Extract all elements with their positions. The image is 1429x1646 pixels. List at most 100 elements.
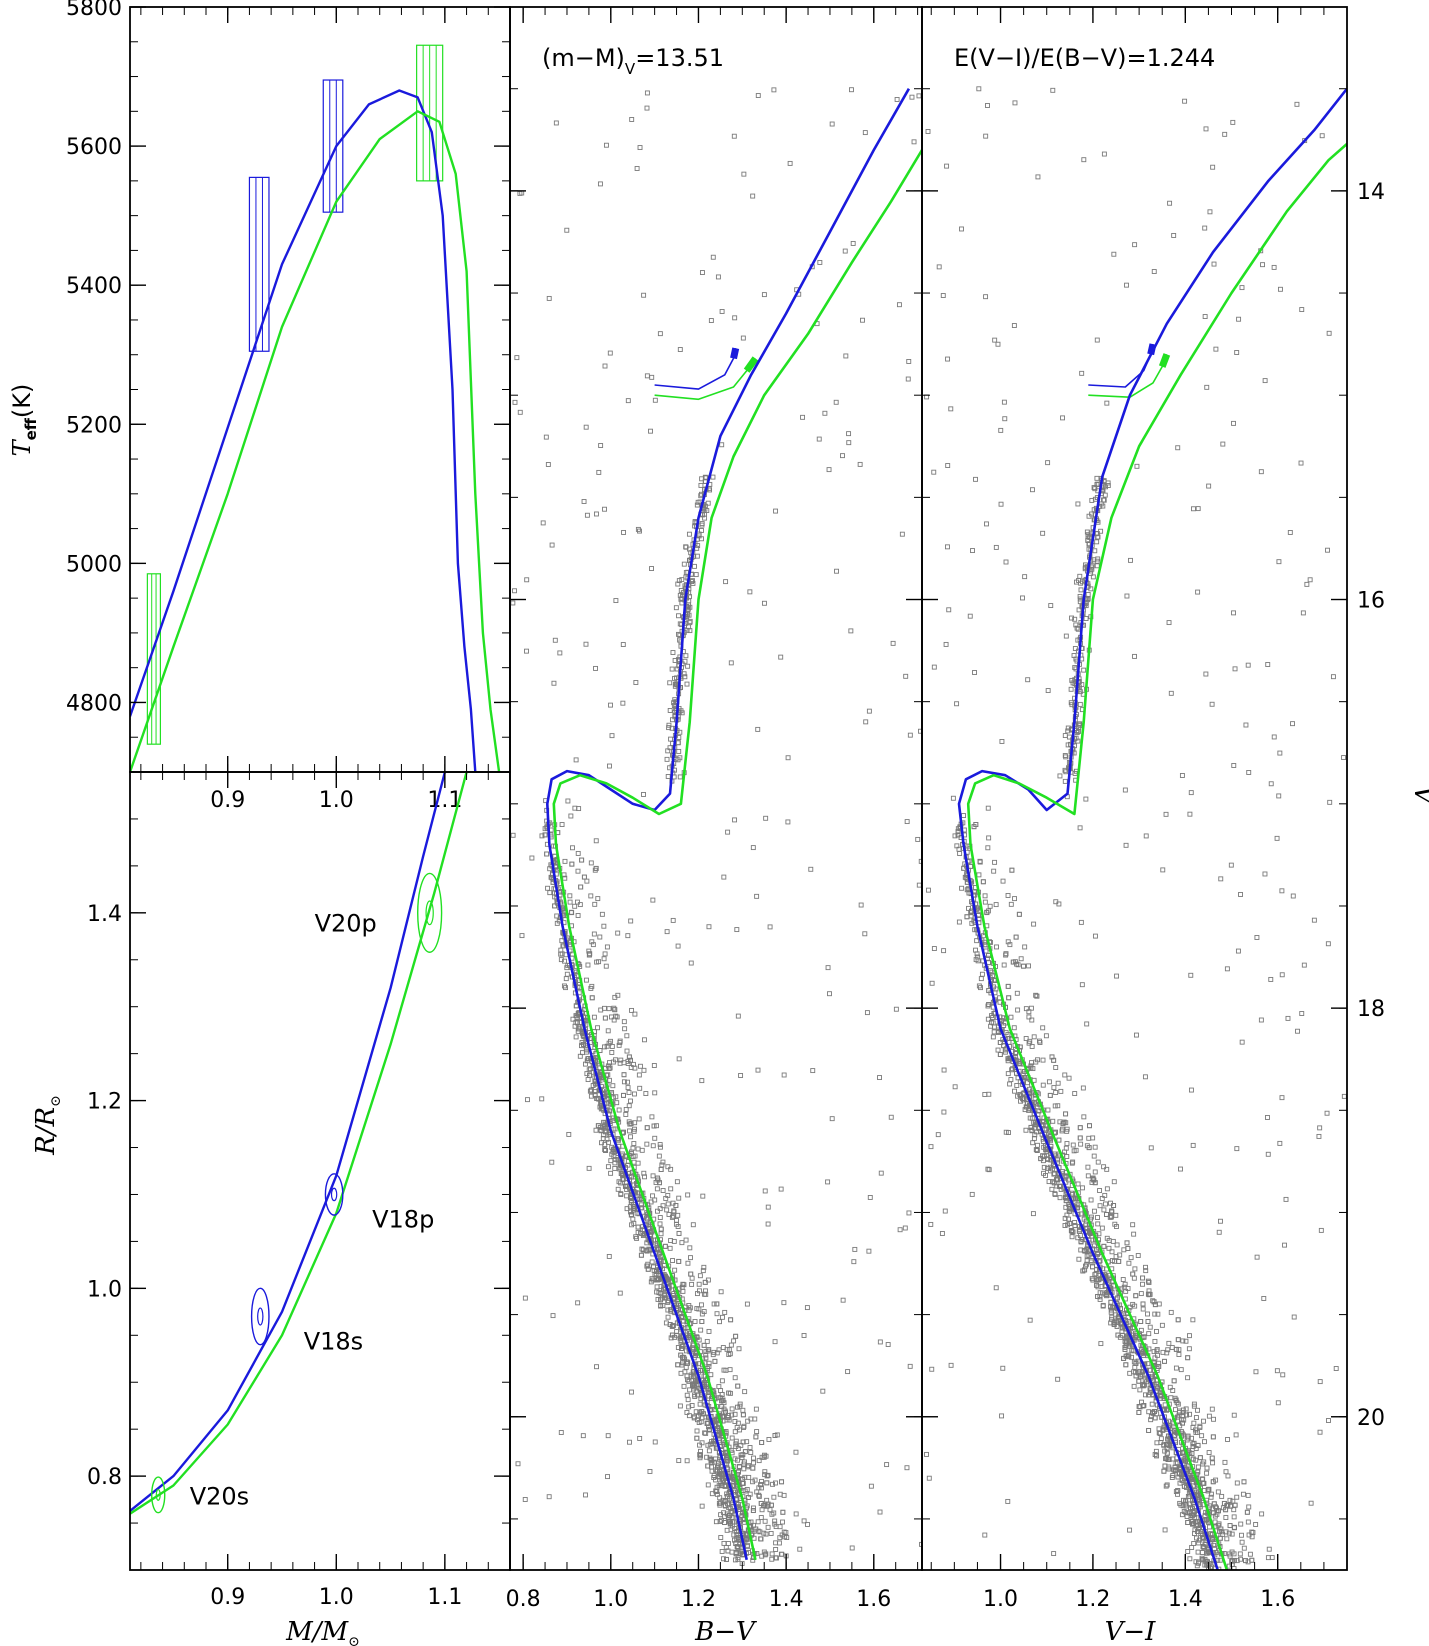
- vi-star-point: [1132, 1364, 1138, 1370]
- vi-star-point: [1152, 1355, 1158, 1361]
- vi-field-point: [993, 544, 999, 550]
- vi-star-point: [1060, 1121, 1066, 1127]
- bv-star-point: [628, 1121, 634, 1127]
- vi-star-point: [1090, 1135, 1096, 1141]
- bv-star-point: [665, 1314, 671, 1320]
- vi-star-point: [1243, 1558, 1248, 1564]
- bv-star-point: [744, 1486, 750, 1492]
- vi-star-point: [1075, 1181, 1081, 1187]
- bv-star-point: [585, 962, 591, 968]
- bv-star-point: [717, 1319, 722, 1325]
- vi-star-point: [1195, 1549, 1201, 1555]
- bv-star-point: [696, 1306, 702, 1312]
- bv-field-point: [649, 374, 655, 380]
- bv-star-point: [801, 1518, 807, 1524]
- teff-ytick-label: 5400: [66, 274, 122, 299]
- bv-star-point: [627, 1195, 633, 1200]
- bv-star-point: [685, 1397, 691, 1403]
- vi-star-point: [1131, 1275, 1137, 1281]
- vi-star-point: [1086, 1145, 1092, 1151]
- bv-field-point: [740, 335, 746, 341]
- bv-star-point: [625, 1079, 630, 1085]
- bv-star-point: [674, 1329, 680, 1335]
- bv-star-point: [709, 1491, 715, 1497]
- vi-star-point: [989, 1019, 994, 1025]
- vi-star-point: [1087, 1123, 1092, 1129]
- bv-star-point: [688, 1271, 694, 1277]
- vi-star-point: [1195, 1464, 1201, 1470]
- bv-star-point: [694, 1435, 700, 1441]
- vi-star-point: [1133, 1293, 1139, 1299]
- bv-star-point: [758, 1515, 764, 1520]
- bv-star-point: [672, 1267, 678, 1273]
- vi-field-point: [1191, 506, 1196, 512]
- bv-star-point: [569, 861, 575, 867]
- vi-star-point: [1091, 1208, 1097, 1214]
- vi-rgb-point: [1062, 733, 1068, 739]
- vi-field-point: [1148, 1145, 1154, 1151]
- vi-field-point: [1283, 1196, 1289, 1202]
- vi-star-point: [1097, 1188, 1103, 1193]
- bv-xtick-label: 1.2: [681, 1587, 716, 1612]
- bv-field-point: [575, 850, 581, 856]
- bv-star-point: [638, 1252, 644, 1258]
- vi-field-point: [1216, 1229, 1222, 1235]
- vi-field-point: [1210, 164, 1216, 170]
- bv-star-point: [714, 1301, 720, 1307]
- vi-field-point: [1325, 941, 1331, 947]
- vi-star-point: [1136, 1409, 1142, 1415]
- bv-field-point: [822, 410, 828, 416]
- bv-field-point: [529, 855, 535, 861]
- bv-rgb-point: [687, 628, 693, 634]
- vi-star-point: [1026, 1040, 1032, 1046]
- bv-star-point: [735, 1502, 741, 1507]
- bv-star-point: [635, 1224, 641, 1230]
- vi-star-point: [1006, 995, 1012, 1001]
- vi-star-point: [1192, 1531, 1197, 1536]
- bv-star-point: [733, 1333, 739, 1339]
- vi-star-point: [1156, 1301, 1162, 1307]
- vi-field-point: [1085, 1164, 1091, 1170]
- vi-star-point: [961, 865, 967, 871]
- bv-star-point: [651, 1123, 657, 1129]
- vi-star-point: [1141, 1403, 1147, 1408]
- bv-rgb-point: [676, 613, 681, 619]
- bv-star-point: [711, 1349, 717, 1355]
- bv-star-point: [650, 1143, 656, 1149]
- bv-star-point: [744, 1536, 750, 1542]
- bv-star-point: [737, 1427, 743, 1433]
- vi-star-point: [1043, 1123, 1049, 1129]
- bv-star-point: [696, 1361, 702, 1367]
- teff-ytick-label: 5600: [66, 135, 122, 160]
- vi-star-point: [1204, 1470, 1210, 1476]
- bv-star-point: [573, 1019, 579, 1025]
- bv-field-point: [625, 1061, 631, 1066]
- vi-star-point: [1176, 1352, 1182, 1357]
- vi-star-point: [1071, 1148, 1077, 1154]
- bv-star-point: [686, 1307, 692, 1313]
- vi-star-point: [1151, 1299, 1157, 1305]
- bv-star-point: [636, 1072, 642, 1078]
- vi-star-point: [1104, 1186, 1110, 1192]
- bv-star-point: [588, 893, 594, 899]
- bv-field-point: [866, 708, 872, 714]
- bv-field-point: [778, 654, 784, 660]
- vi-star-point: [1175, 1488, 1181, 1494]
- vi-field-point: [1333, 1366, 1339, 1371]
- bv-star-point: [751, 1505, 756, 1511]
- bv-rgb-point: [665, 748, 671, 754]
- vi-star-point: [1141, 1382, 1147, 1388]
- bv-field-point: [785, 819, 791, 825]
- bv-field-point: [597, 181, 603, 187]
- bv-field-point: [676, 578, 682, 584]
- bv-star-point: [581, 874, 587, 880]
- bv-field-point: [706, 924, 712, 930]
- vi-star-point: [1126, 1260, 1132, 1266]
- vi-field-point: [1274, 835, 1280, 841]
- bv-star-point: [746, 1474, 752, 1480]
- bv-field-point: [750, 193, 756, 199]
- vi-star-point: [1162, 1407, 1168, 1413]
- bv-rgb-point: [670, 650, 676, 655]
- vi-star-point: [1185, 1549, 1191, 1554]
- vi-star-point: [1125, 1246, 1131, 1251]
